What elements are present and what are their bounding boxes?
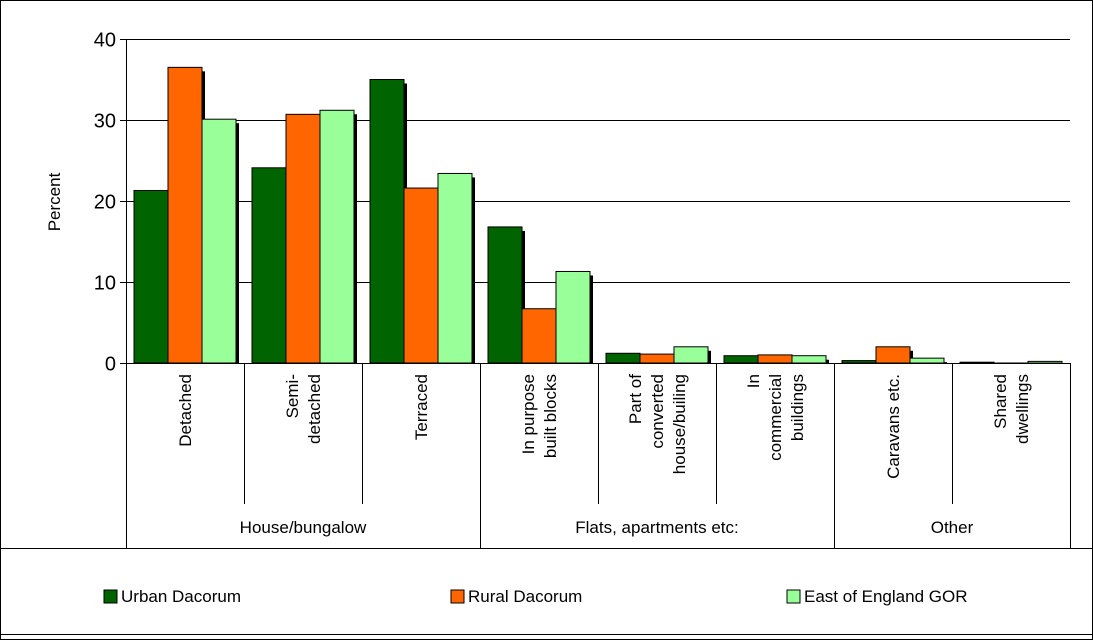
bar bbox=[723, 355, 759, 364]
bar bbox=[875, 346, 911, 364]
category-label: Detached bbox=[176, 374, 195, 447]
bar bbox=[555, 270, 591, 364]
group-label: Flats, apartments etc: bbox=[575, 518, 738, 537]
legend: Urban Dacorum Rural Dacorum East of Englan… bbox=[103, 587, 967, 606]
category-label: In commercial buildings bbox=[744, 374, 807, 461]
bar bbox=[959, 361, 995, 364]
y-tick-label: 20 bbox=[94, 192, 116, 214]
y-tick-label: 10 bbox=[94, 273, 116, 295]
axes bbox=[120, 39, 1071, 548]
category-label: Terraced bbox=[412, 374, 431, 440]
category-label: Caravans etc. bbox=[884, 374, 903, 479]
y-tick-labels: 0 10 20 30 40 bbox=[94, 30, 116, 376]
bar bbox=[319, 109, 355, 364]
bar bbox=[1027, 360, 1063, 364]
bar bbox=[251, 167, 287, 364]
legend-label: Urban Dacorum bbox=[121, 587, 241, 606]
bar bbox=[521, 308, 557, 364]
bar bbox=[791, 355, 827, 364]
bar bbox=[201, 118, 237, 364]
legend-swatch bbox=[450, 589, 465, 604]
legend-label: Rural Dacorum bbox=[468, 587, 582, 606]
legend-swatch bbox=[786, 589, 801, 604]
group-labels: House/bungalow Flats, apartments etc: Othe… bbox=[240, 518, 974, 537]
group-label: House/bungalow bbox=[240, 518, 367, 537]
category-label: Part of converted house/builing bbox=[626, 374, 689, 474]
y-tick-label: 30 bbox=[94, 111, 116, 133]
category-labels: Detached Semi-detached Terraced In purpose b… bbox=[176, 374, 1032, 479]
y-tick-label: 0 bbox=[105, 354, 116, 376]
category-label: Shared dwellings bbox=[991, 374, 1032, 444]
bar bbox=[639, 353, 675, 364]
legend-label: East of England GOR bbox=[804, 587, 967, 606]
bar bbox=[487, 226, 523, 364]
group-label: Other bbox=[931, 518, 974, 537]
bar bbox=[167, 66, 203, 364]
bar bbox=[673, 346, 709, 364]
y-tick-label: 40 bbox=[94, 30, 116, 52]
bar bbox=[841, 360, 877, 364]
legend-swatch bbox=[103, 589, 118, 604]
bars bbox=[133, 66, 1063, 364]
category-label: Semi-detached bbox=[283, 374, 324, 444]
bar bbox=[605, 352, 641, 364]
y-axis-label: Percent bbox=[45, 172, 64, 231]
bar bbox=[909, 357, 945, 364]
category-label: In purpose built blocks bbox=[519, 374, 560, 458]
bar bbox=[133, 189, 169, 364]
bar bbox=[369, 79, 405, 364]
bar bbox=[437, 172, 473, 364]
bar bbox=[285, 113, 321, 364]
bar bbox=[757, 354, 793, 364]
bar bbox=[403, 187, 439, 364]
